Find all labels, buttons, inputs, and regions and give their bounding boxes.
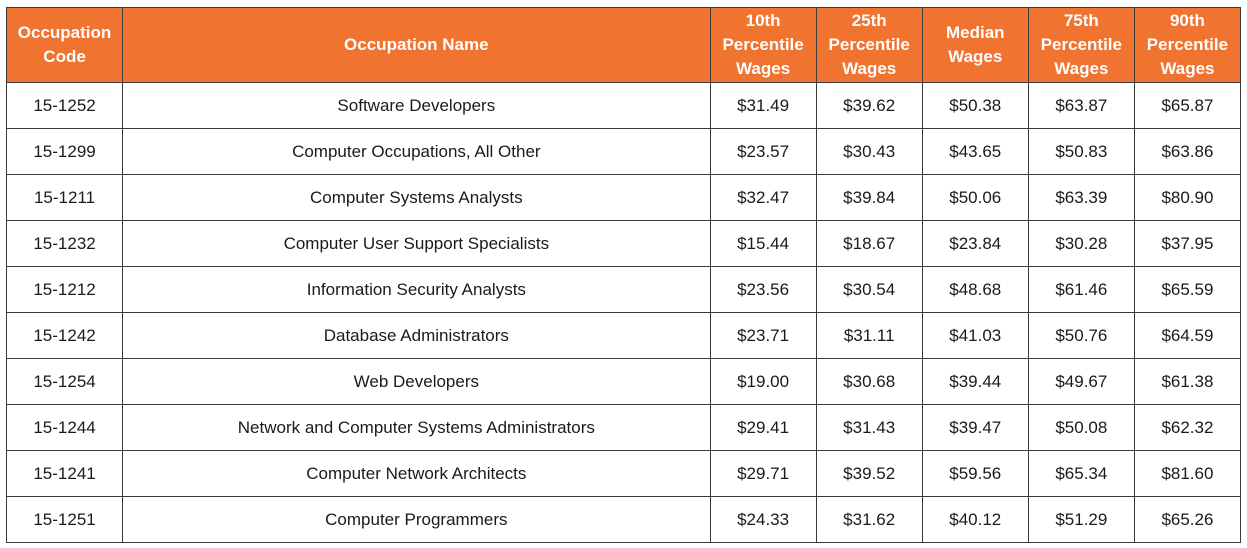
p10-wage-cell: $29.71 [709, 450, 817, 497]
occupation-name-cell: Information Security Analysts [122, 266, 711, 313]
p10-wage-cell: $23.71 [709, 312, 817, 359]
p10-wage-cell: $15.44 [709, 220, 817, 267]
median-wage-cell: $41.03 [921, 312, 1029, 359]
p75-wage-cell: $63.39 [1027, 174, 1135, 221]
header-occupation-name: Occupation Name [122, 7, 711, 83]
p10-wage-cell: $23.56 [709, 266, 817, 313]
occupation-code-cell: 15-1212 [5, 266, 124, 313]
p10-wage-cell: $19.00 [709, 358, 817, 405]
median-wage-cell: $50.06 [921, 174, 1029, 221]
occupation-code-cell: 15-1244 [5, 404, 124, 451]
p25-wage-cell: $31.62 [815, 496, 923, 543]
p90-wage-cell: $63.86 [1133, 128, 1242, 175]
occupation-code-cell: 15-1299 [5, 128, 124, 175]
occupation-name-cell: Network and Computer Systems Administrat… [122, 404, 711, 451]
table-row: 15-1212 Information Security Analysts $23.… [5, 266, 1242, 313]
p75-wage-cell: $30.28 [1027, 220, 1135, 267]
p25-wage-cell: $39.84 [815, 174, 923, 221]
p75-wage-cell: $49.67 [1027, 358, 1135, 405]
occupation-name-cell: Computer Occupations, All Other [122, 128, 711, 175]
table-body: 15-1252 Software Developers $31.49 $39.62 $5… [5, 82, 1242, 543]
occupation-code-cell: 15-1252 [5, 82, 124, 129]
occupation-name-cell: Database Administrators [122, 312, 711, 359]
p90-wage-cell: $81.60 [1133, 450, 1242, 497]
p90-wage-cell: $64.59 [1133, 312, 1242, 359]
p90-wage-cell: $65.59 [1133, 266, 1242, 313]
p90-wage-cell: $61.38 [1133, 358, 1242, 405]
wage-table: Occupation Code Occupation Name 10th Per… [5, 7, 1242, 543]
header-90th-percentile: 90th Percentile Wages [1133, 7, 1242, 83]
header-row: Occupation Code Occupation Name 10th Per… [5, 7, 1242, 83]
occupation-code-cell: 15-1211 [5, 174, 124, 221]
table-row: 15-1241 Computer Network Architects $29.71… [5, 450, 1242, 497]
median-wage-cell: $40.12 [921, 496, 1029, 543]
table-row: 15-1244 Network and Computer Systems Admi… [5, 404, 1242, 451]
table-row: 15-1232 Computer User Support Specialists… [5, 220, 1242, 267]
p90-wage-cell: $80.90 [1133, 174, 1242, 221]
p25-wage-cell: $39.52 [815, 450, 923, 497]
p25-wage-cell: $30.68 [815, 358, 923, 405]
median-wage-cell: $23.84 [921, 220, 1029, 267]
header-75th-percentile: 75th Percentile Wages [1027, 7, 1135, 83]
p25-wage-cell: $31.43 [815, 404, 923, 451]
occupation-code-cell: 15-1251 [5, 496, 124, 543]
p25-wage-cell: $39.62 [815, 82, 923, 129]
table-row: 15-1299 Computer Occupations, All Other $2… [5, 128, 1242, 175]
table-row: 15-1254 Web Developers $19.00 $30.68 $39.44 $… [5, 358, 1242, 405]
p75-wage-cell: $50.08 [1027, 404, 1135, 451]
occupation-name-cell: Computer Systems Analysts [122, 174, 711, 221]
p10-wage-cell: $29.41 [709, 404, 817, 451]
occupation-name-cell: Web Developers [122, 358, 711, 405]
header-10th-percentile: 10th Percentile Wages [709, 7, 817, 83]
occupation-name-cell: Computer User Support Specialists [122, 220, 711, 267]
occupation-code-cell: 15-1242 [5, 312, 124, 359]
p90-wage-cell: $65.26 [1133, 496, 1242, 543]
p90-wage-cell: $37.95 [1133, 220, 1242, 267]
median-wage-cell: $39.44 [921, 358, 1029, 405]
median-wage-cell: $39.47 [921, 404, 1029, 451]
p25-wage-cell: $31.11 [815, 312, 923, 359]
p90-wage-cell: $62.32 [1133, 404, 1242, 451]
occupation-name-cell: Computer Network Architects [122, 450, 711, 497]
table-row: 15-1251 Computer Programmers $24.33 $31.62 $… [5, 496, 1242, 543]
table-row: 15-1242 Database Administrators $23.71 $31.… [5, 312, 1242, 359]
p10-wage-cell: $24.33 [709, 496, 817, 543]
occupation-name-cell: Software Developers [122, 82, 711, 129]
median-wage-cell: $50.38 [921, 82, 1029, 129]
p10-wage-cell: $23.57 [709, 128, 817, 175]
header-occupation-code: Occupation Code [5, 7, 124, 83]
p75-wage-cell: $50.76 [1027, 312, 1135, 359]
occupation-code-cell: 15-1232 [5, 220, 124, 267]
occupation-code-cell: 15-1254 [5, 358, 124, 405]
p25-wage-cell: $30.54 [815, 266, 923, 313]
p75-wage-cell: $61.46 [1027, 266, 1135, 313]
p90-wage-cell: $65.87 [1133, 82, 1242, 129]
p10-wage-cell: $32.47 [709, 174, 817, 221]
p75-wage-cell: $50.83 [1027, 128, 1135, 175]
p25-wage-cell: $30.43 [815, 128, 923, 175]
median-wage-cell: $59.56 [921, 450, 1029, 497]
table-header: Occupation Code Occupation Name 10th Per… [5, 7, 1242, 83]
p75-wage-cell: $63.87 [1027, 82, 1135, 129]
p75-wage-cell: $51.29 [1027, 496, 1135, 543]
p75-wage-cell: $65.34 [1027, 450, 1135, 497]
header-median: Median Wages [921, 7, 1029, 83]
p10-wage-cell: $31.49 [709, 82, 817, 129]
header-25th-percentile: 25th Percentile Wages [815, 7, 923, 83]
table-row: 15-1252 Software Developers $31.49 $39.62 $5… [5, 82, 1242, 129]
median-wage-cell: $48.68 [921, 266, 1029, 313]
occupation-code-cell: 15-1241 [5, 450, 124, 497]
p25-wage-cell: $18.67 [815, 220, 923, 267]
occupation-name-cell: Computer Programmers [122, 496, 711, 543]
median-wage-cell: $43.65 [921, 128, 1029, 175]
table-row: 15-1211 Computer Systems Analysts $32.47 $3… [5, 174, 1242, 221]
